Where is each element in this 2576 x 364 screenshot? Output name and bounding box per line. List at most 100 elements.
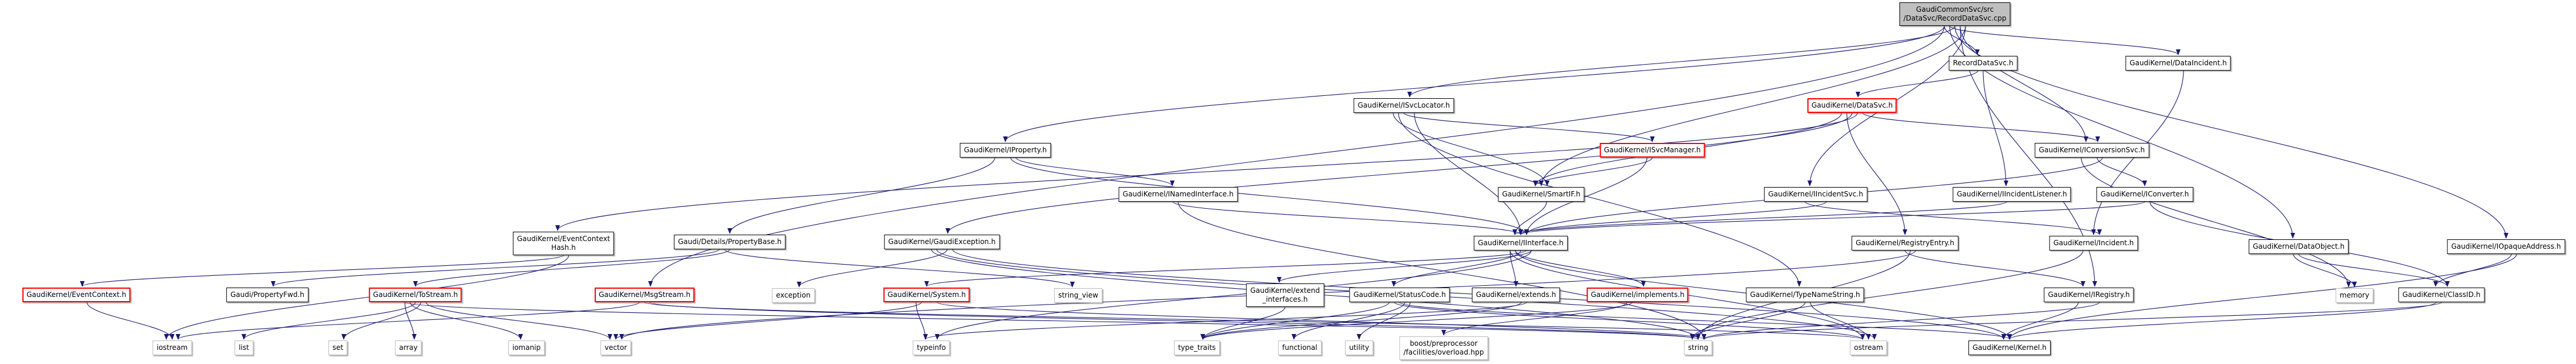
- edge-iproperty-to-iinterface: [1010, 157, 1529, 235]
- edge-iconverter-to-iinterface: [1518, 201, 2145, 235]
- edge-datasvc-to-gaudiexception: [945, 112, 1853, 234]
- node-typeinfo[interactable]: typeinfo: [913, 340, 950, 355]
- node-string_view[interactable]: string_view: [1054, 288, 1103, 303]
- node-propertybase[interactable]: Gaudi/Details/PropertyBase.h: [673, 235, 786, 249]
- node-iregistry[interactable]: GaudiKernel/IRegistry.h: [2044, 288, 2134, 302]
- node-vector[interactable]: vector: [600, 340, 632, 355]
- node-isvcmanager[interactable]: GaudiKernel/ISvcManager.h: [1599, 143, 1705, 158]
- edge-root-to-iconversionsvc: [1960, 25, 2088, 142]
- edge-typenamestring-to-ostream: [1810, 302, 1871, 340]
- node-tostream[interactable]: GaudiKernel/ToStream.h: [368, 288, 462, 302]
- edge-root-to-iproperty: [1003, 25, 1945, 142]
- edge-tostream-to-vector: [425, 302, 612, 340]
- node-datasvc[interactable]: GaudiKernel/DataSvc.h: [1807, 98, 1897, 113]
- node-root[interactable]: GaudiCommonSvc/src /DataSvc/RecordDataSv…: [1899, 2, 2011, 26]
- edge-iregistry-to-string: [1702, 302, 2100, 340]
- edge-system-to-string: [937, 302, 1706, 340]
- edge-implements-to-type_traits: [1200, 302, 1633, 340]
- node-extends[interactable]: GaudiKernel/extends.h: [1471, 288, 1561, 302]
- node-typenamestring[interactable]: GaudiKernel/TypeNameString.h: [1746, 288, 1864, 302]
- node-iopaqueaddress[interactable]: GaudiKernel/IOpaqueAddress.h: [2447, 239, 2565, 254]
- node-set[interactable]: set: [328, 340, 348, 355]
- edge-extends-to-typeinfo: [923, 302, 1527, 340]
- node-iincidentsvc[interactable]: GaudiKernel/IIncidentSvc.h: [1764, 187, 1867, 202]
- node-iconversionsvc[interactable]: GaudiKernel/IConversionSvc.h: [2034, 143, 2149, 158]
- node-inamedinterface[interactable]: GaudiKernel/INamedInterface.h: [1118, 187, 1238, 202]
- edge-iincidentsvc-to-incident: [1804, 201, 2102, 235]
- edge-classid-to-kernel: [2007, 302, 2437, 340]
- node-statuscode[interactable]: GaudiKernel/StatusCode.h: [1349, 288, 1450, 302]
- edge-system-to-vector: [613, 302, 922, 340]
- node-propertyfwd[interactable]: Gaudi/PropertyFwd.h: [226, 288, 308, 302]
- node-boost_overload[interactable]: boost/preprocessor /facilities/overload.…: [1399, 336, 1488, 360]
- edge-registryentry-to-iregistry: [1904, 250, 2085, 287]
- edge-isvclocator-to-isvcmanager: [1403, 112, 1655, 142]
- node-extend_interfaces[interactable]: GaudiKernel/extend _interfaces.h: [1246, 283, 1324, 307]
- node-string[interactable]: string: [1683, 340, 1713, 355]
- edge-iopaqueaddress-to-kernel: [2007, 253, 2517, 340]
- node-system[interactable]: GaudiKernel/System.h: [883, 288, 970, 302]
- node-smartif[interactable]: GaudiKernel/SmartIF.h: [1498, 187, 1585, 202]
- edge-iincidentlistener-to-iinterface: [1512, 201, 2007, 235]
- edge-gaudiexception-to-exception: [797, 249, 948, 288]
- node-eventcontext[interactable]: GaudiKernel/EventContext.h: [22, 288, 130, 302]
- edge-propertybase-to-tostream: [413, 249, 730, 287]
- edge-isvclocator-to-smartif: [1393, 112, 1549, 186]
- node-registryentry[interactable]: GaudiKernel/RegistryEntry.h: [1852, 236, 1958, 251]
- edge-extend_interfaces-to-type_traits: [1200, 306, 1286, 340]
- node-implements[interactable]: GaudiKernel/implements.h: [1586, 288, 1689, 302]
- node-kernel[interactable]: GaudiKernel/Kernel.h: [1968, 340, 2051, 355]
- edge-iincidentsvc-to-iinterface: [1518, 201, 1827, 235]
- node-dataincident[interactable]: GaudiKernel/DataIncident.h: [2125, 56, 2231, 71]
- node-type_traits[interactable]: type_traits: [1173, 340, 1220, 355]
- edge-statuscode-to-functional: [1292, 302, 1406, 340]
- node-iostream[interactable]: iostream: [152, 340, 192, 355]
- node-iomanip[interactable]: iomanip: [508, 340, 545, 355]
- node-ostream[interactable]: ostream: [1850, 340, 1887, 355]
- node-iinterface[interactable]: GaudiKernel/IInterface.h: [1474, 236, 1568, 251]
- node-dataobject[interactable]: GaudiKernel/DataObject.h: [2248, 239, 2349, 254]
- node-classid[interactable]: GaudiKernel/ClassID.h: [2398, 288, 2485, 302]
- edge-eventcontexthash-to-iostream: [164, 255, 569, 340]
- edge-msgstream-to-string: [649, 302, 1700, 340]
- edge-eventcontext-to-iostream: [86, 302, 175, 340]
- edge-iproperty-to-inamedinterface: [1015, 157, 1175, 186]
- edge-datasvc-to-eventcontexthash: [555, 112, 1858, 231]
- edge-typenamestring-to-string: [1690, 302, 1806, 340]
- edge-isvclocator-to-typenamestring: [1398, 112, 1802, 287]
- node-isvclocator[interactable]: GaudiKernel/ISvcLocator.h: [1353, 98, 1454, 113]
- edge-statuscode-to-ostream: [1394, 302, 1865, 340]
- edge-dataobject-to-classid: [2298, 253, 2450, 287]
- node-iconverter[interactable]: GaudiKernel/IConverter.h: [2096, 187, 2193, 202]
- edge-implements-to-boost_overload: [1441, 302, 1628, 336]
- edge-root-to-msgstream: [648, 25, 1945, 287]
- node-eventcontexthash[interactable]: GaudiKernel/EventContext Hash.h: [512, 232, 615, 255]
- edge-iinterface-to-statuscode: [1391, 250, 1521, 287]
- edge-propertybase-to-propertyfwd: [271, 249, 720, 287]
- edge-eventcontexthash-to-eventcontext: [80, 255, 564, 287]
- edge-system-to-typeinfo: [915, 302, 928, 340]
- node-recorddatasvc_h[interactable]: RecordDataSvc.h: [1948, 56, 2018, 71]
- edge-inamedinterface-to-string: [1178, 201, 1706, 340]
- edge-root-to-smartif: [1539, 25, 1966, 186]
- edge-datasvc-to-registryentry: [1846, 112, 1907, 235]
- edge-iinterface-to-extend_interfaces: [1277, 250, 1532, 283]
- node-utility[interactable]: utility: [1344, 340, 1374, 355]
- node-exception[interactable]: exception: [772, 288, 815, 303]
- edge-inamedinterface-to-iinterface: [1172, 201, 1523, 235]
- node-iproperty[interactable]: GaudiKernel/IProperty.h: [960, 143, 1051, 158]
- node-memory[interactable]: memory: [2335, 288, 2374, 303]
- edge-root-to-isvclocator: [1407, 25, 1956, 98]
- edge-tostream-to-set: [341, 302, 421, 340]
- node-gaudiexception[interactable]: GaudiKernel/GaudiException.h: [884, 235, 1000, 249]
- node-incident[interactable]: GaudiKernel/Incident.h: [2049, 236, 2138, 251]
- edge-iregistry-to-kernel: [2001, 302, 2079, 340]
- node-list[interactable]: list: [234, 340, 253, 355]
- edge-tostream-to-string: [404, 302, 1700, 340]
- edge-datasvc-to-iconversionsvc: [1862, 112, 2100, 142]
- node-functional[interactable]: functional: [1278, 340, 1321, 355]
- node-array[interactable]: array: [395, 340, 422, 355]
- node-msgstream[interactable]: GaudiKernel/MsgStream.h: [594, 288, 695, 302]
- node-iincidentlistener[interactable]: GaudiKernel/IIncidentListener.h: [1953, 187, 2071, 202]
